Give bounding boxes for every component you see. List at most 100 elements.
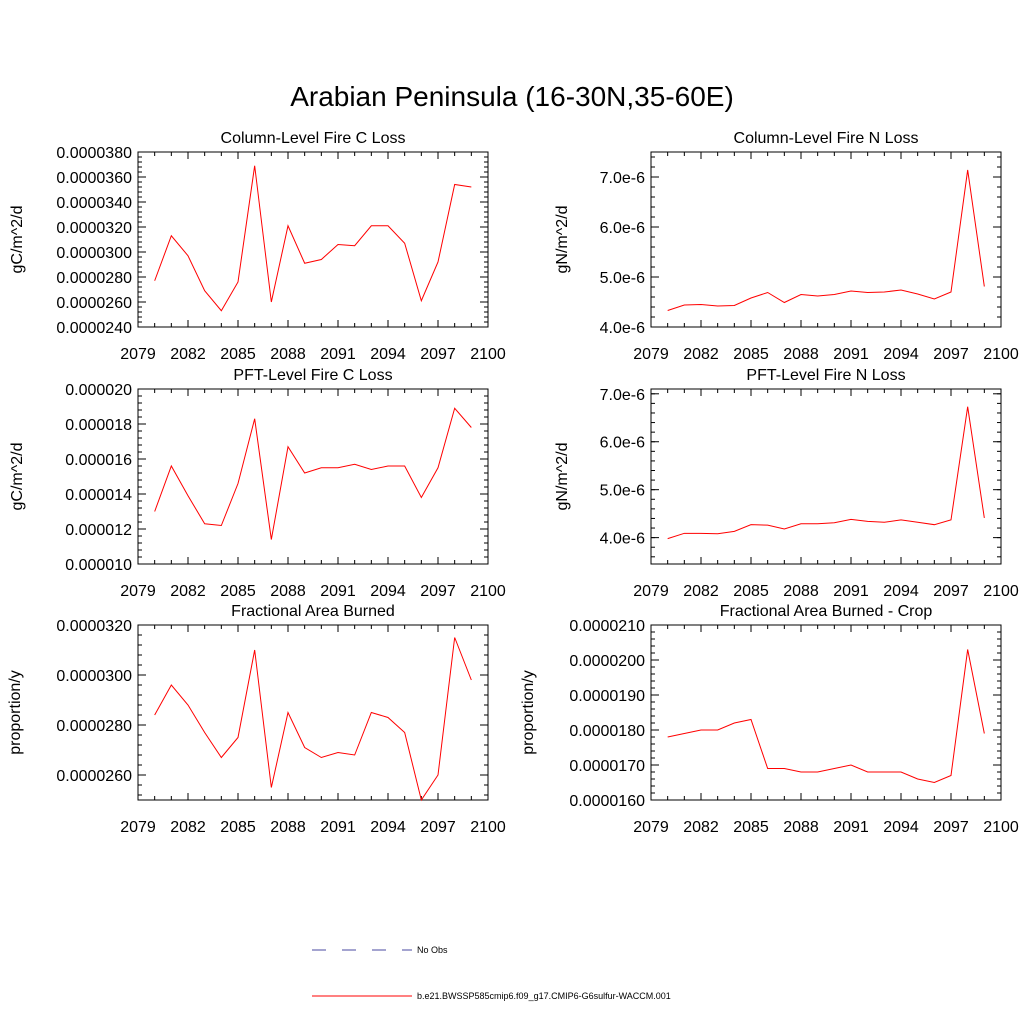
y-tick-label: 7.0e-6 xyxy=(600,387,645,404)
x-tick-label: 2094 xyxy=(370,583,406,600)
x-tick-label: 2085 xyxy=(220,346,256,363)
x-tick-label: 2091 xyxy=(320,346,356,363)
y-tick-label: 7.0e-6 xyxy=(600,170,645,187)
plot-frame xyxy=(137,624,489,801)
y-tick-label: 0.0000190 xyxy=(569,688,645,705)
panel-3: PFT-Level Fire C Loss 2079 2082 2085 2088 209… xyxy=(9,367,506,600)
x-tick-label: 2091 xyxy=(320,819,356,836)
y-tick-label: 6.0e-6 xyxy=(600,435,645,452)
y-tick-label: 0.0000210 xyxy=(569,618,645,635)
x-tick-label: 2094 xyxy=(370,346,406,363)
x-tick-label: 2100 xyxy=(470,819,506,836)
x-tick-label: 2100 xyxy=(470,583,506,600)
y-tick-label: 5.0e-6 xyxy=(600,270,645,287)
panel-title: Fractional Area Burned - Crop xyxy=(720,603,933,620)
y-tick-label: 0.0000180 xyxy=(569,723,645,740)
panel-title: Column-Level Fire N Loss xyxy=(734,130,919,147)
panels: Column-Level Fire C Loss 2079 2082 2085 2088… xyxy=(7,130,1019,836)
x-tick-label: 2085 xyxy=(220,819,256,836)
y-tick-label: 0.000012 xyxy=(65,522,132,539)
y-tick-label: 0.0000300 xyxy=(56,245,132,262)
x-tick-label: 2079 xyxy=(633,346,669,363)
x-tick-label: 2091 xyxy=(833,819,869,836)
panel-2: Column-Level Fire N Loss 2079 2082 2085 2088… xyxy=(554,130,1019,363)
y-tick-label: 4.0e-6 xyxy=(600,320,645,337)
legend-label-obs: No Obs xyxy=(417,945,448,955)
y-tick-label: 0.0000320 xyxy=(56,618,132,635)
panel-title: PFT-Level Fire C Loss xyxy=(233,367,392,384)
x-tick-label: 2085 xyxy=(733,583,769,600)
y-tick-label: 0.000020 xyxy=(65,382,132,399)
plot-frame xyxy=(137,151,489,328)
series-line xyxy=(154,165,472,312)
x-tick-label: 2091 xyxy=(833,583,869,600)
x-tick-label: 2088 xyxy=(270,819,306,836)
y-axis-label: proportion/y xyxy=(520,670,537,755)
plot-frame xyxy=(650,151,1002,328)
x-tick-label: 2094 xyxy=(883,819,919,836)
plot-frame xyxy=(650,388,1002,565)
y-tick-label: 0.0000260 xyxy=(56,295,132,312)
y-tick-label: 0.0000260 xyxy=(56,768,132,785)
x-tick-label: 2082 xyxy=(170,583,206,600)
legend: No Obs b.e21.BWSSP585cmip6.f09_g17.CMIP6… xyxy=(312,945,671,1001)
x-tick-label: 2100 xyxy=(470,346,506,363)
x-tick-label: 2082 xyxy=(683,819,719,836)
series-line xyxy=(667,406,985,540)
y-axis-label: gC/m^2/d xyxy=(9,206,26,274)
x-tick-label: 2097 xyxy=(420,583,456,600)
x-tick-label: 2088 xyxy=(783,819,819,836)
plot-frame xyxy=(137,388,489,565)
x-tick-label: 2079 xyxy=(633,819,669,836)
y-tick-label: 0.000014 xyxy=(65,487,132,504)
legend-label-model: b.e21.BWSSP585cmip6.f09_g17.CMIP6-G6sulf… xyxy=(417,991,671,1001)
x-tick-label: 2085 xyxy=(733,819,769,836)
x-tick-label: 2088 xyxy=(783,583,819,600)
panel-title: Column-Level Fire C Loss xyxy=(221,130,406,147)
y-tick-label: 4.0e-6 xyxy=(600,531,645,548)
x-tick-label: 2082 xyxy=(170,819,206,836)
y-tick-label: 0.0000340 xyxy=(56,195,132,212)
x-tick-label: 2082 xyxy=(683,583,719,600)
x-tick-label: 2079 xyxy=(633,583,669,600)
plot-frame xyxy=(650,624,1002,801)
x-tick-label: 2094 xyxy=(370,819,406,836)
y-axis-label: proportion/y xyxy=(7,670,24,755)
figure-title: Arabian Peninsula (16-30N,35-60E) xyxy=(290,81,734,112)
series-line xyxy=(667,169,985,311)
y-tick-label: 0.0000380 xyxy=(56,145,132,162)
y-axis-label: gN/m^2/d xyxy=(554,206,571,274)
y-tick-label: 0.0000200 xyxy=(569,653,645,670)
y-axis-label: gC/m^2/d xyxy=(9,443,26,511)
x-tick-label: 2079 xyxy=(120,819,156,836)
series-line xyxy=(154,637,472,802)
x-tick-label: 2094 xyxy=(883,346,919,363)
x-tick-label: 2097 xyxy=(420,346,456,363)
x-tick-label: 2097 xyxy=(933,346,969,363)
y-tick-label: 0.0000280 xyxy=(56,718,132,735)
y-tick-label: 5.0e-6 xyxy=(600,483,645,500)
x-tick-label: 2088 xyxy=(270,583,306,600)
x-tick-label: 2094 xyxy=(883,583,919,600)
series-line xyxy=(154,407,472,540)
x-tick-label: 2097 xyxy=(933,819,969,836)
y-tick-label: 0.0000320 xyxy=(56,220,132,237)
y-tick-label: 0.000016 xyxy=(65,452,132,469)
x-tick-label: 2079 xyxy=(120,346,156,363)
x-tick-label: 2082 xyxy=(170,346,206,363)
y-tick-label: 6.0e-6 xyxy=(600,220,645,237)
y-tick-label: 0.0000240 xyxy=(56,320,132,337)
y-axis-label: gN/m^2/d xyxy=(554,443,571,511)
x-tick-label: 2085 xyxy=(220,583,256,600)
y-tick-label: 0.000010 xyxy=(65,557,132,574)
x-tick-label: 2100 xyxy=(983,819,1019,836)
panel-title: PFT-Level Fire N Loss xyxy=(746,367,905,384)
y-tick-label: 0.0000280 xyxy=(56,270,132,287)
panel-6: Fractional Area Burned - Crop 2079 2082 208… xyxy=(520,603,1019,836)
x-tick-label: 2088 xyxy=(783,346,819,363)
x-tick-label: 2097 xyxy=(933,583,969,600)
panel-5: Fractional Area Burned 2079 2082 2085 2088 20… xyxy=(7,603,506,836)
x-tick-label: 2100 xyxy=(983,583,1019,600)
